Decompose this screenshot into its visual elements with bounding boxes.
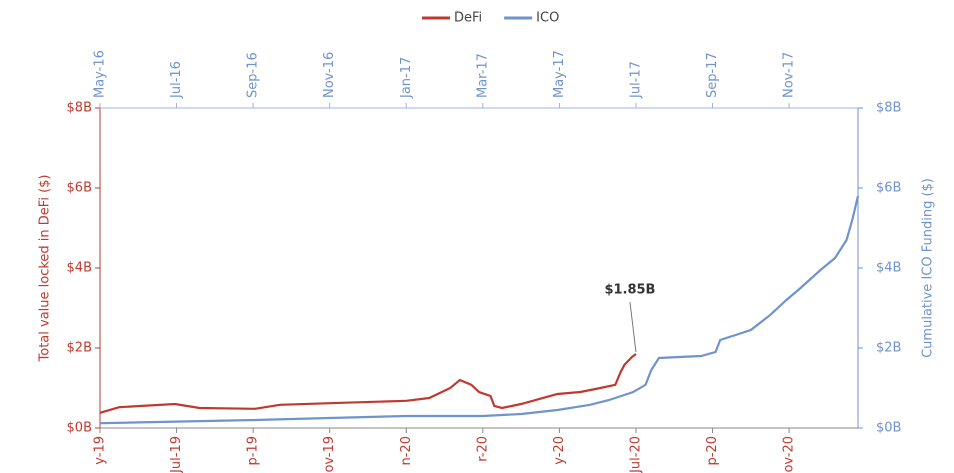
y2-axis-label: Cumulative ICO Funding ($): [921, 178, 936, 358]
x2-tick-label: Sep-16: [246, 52, 261, 98]
x-tick-label: y-19: [93, 436, 108, 465]
x-tick-label: r-20: [475, 436, 490, 462]
y2-tick-label: $2B: [876, 341, 901, 356]
x-tick-label: p-20: [705, 436, 720, 466]
x-tick-label: y-20: [552, 436, 567, 465]
x2-tick-label: Nov-16: [322, 52, 337, 98]
legend-label: ICO: [536, 11, 559, 26]
legend-label: DeFi: [454, 11, 482, 26]
x-tick-label: Jul-20: [628, 436, 643, 473]
y-tick-label: $0B: [67, 421, 92, 436]
line-series: [99, 353, 637, 414]
value-label: $1.85B: [604, 283, 655, 298]
x-tick-label: ov-20: [782, 436, 797, 473]
y2-tick-label: $6B: [876, 181, 901, 196]
y-tick-label: $8B: [67, 101, 92, 116]
y2-tick-label: $0B: [876, 421, 901, 436]
y-axis-label: Total value locked in DeFi ($): [38, 175, 53, 363]
line-series: [99, 195, 860, 425]
x2-tick-label: Nov-17: [782, 52, 797, 98]
x2-tick-label: Jul-17: [628, 61, 643, 99]
y-tick-label: $2B: [67, 341, 92, 356]
y-tick-label: $4B: [67, 261, 92, 276]
x2-tick-label: Jan-17: [399, 57, 414, 99]
x-tick-label: n-20: [399, 436, 414, 465]
annotation-leader: [629, 301, 637, 353]
y2-tick-label: $4B: [876, 261, 901, 276]
x-tick-label: Jul-19: [169, 436, 184, 473]
y2-tick-label: $8B: [876, 101, 901, 116]
x-tick-label: p-19: [246, 436, 261, 466]
x2-tick-label: Mar-17: [475, 53, 490, 98]
x-tick-label: ov-19: [322, 436, 337, 473]
x2-tick-label: Jul-16: [169, 61, 184, 99]
x2-tick-label: May-17: [552, 50, 567, 98]
x2-tick-label: Sep-17: [705, 52, 720, 98]
x2-tick-label: May-16: [93, 50, 108, 98]
y-tick-label: $6B: [67, 181, 92, 196]
